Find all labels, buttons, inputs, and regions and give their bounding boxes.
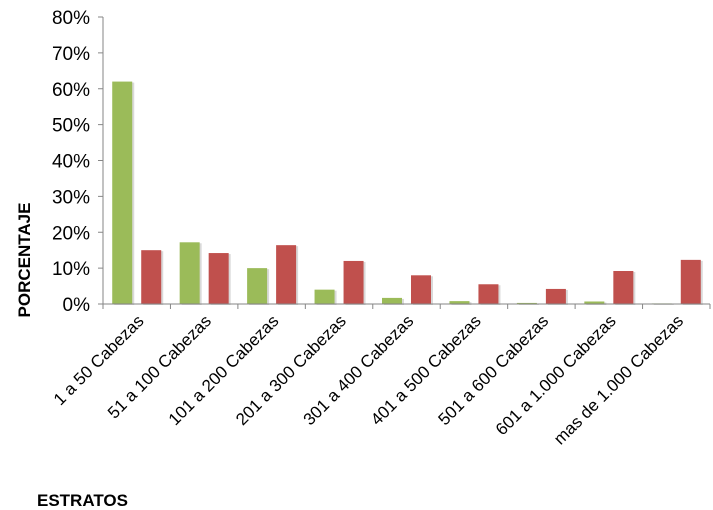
x-category-label: 101 a 200 Cabezas	[165, 311, 283, 429]
bars	[112, 81, 703, 305]
x-category-label: 301 a 400 Cabezas	[300, 311, 418, 429]
bar-series-2	[478, 284, 499, 304]
bar-series-1	[314, 289, 335, 304]
y-axis-title: PORCENTAJE	[15, 203, 34, 318]
bar-series-1	[112, 81, 133, 304]
bar-series-2	[680, 259, 701, 304]
y-tick-label: 40%	[52, 152, 90, 173]
y-tick-label: 70%	[52, 44, 90, 65]
y-axis-ticks: 0% 10% 20% 30% 40% 50% 60% 70% 80%	[52, 8, 103, 316]
x-category-label: 401 a 500 Cabezas	[367, 311, 485, 429]
y-tick-label: 50%	[52, 116, 90, 137]
bar-series-1	[247, 268, 268, 304]
x-category-label: 201 a 300 Cabezas	[232, 311, 350, 429]
bar-series-2	[545, 288, 566, 304]
x-category-label: mas de 1.000 Cabezas	[550, 311, 687, 448]
bar-series-1	[382, 297, 402, 304]
bar-series-2	[343, 260, 364, 304]
bar-series-2	[411, 275, 431, 304]
y-tick-label: 60%	[52, 80, 90, 101]
bar-series-2	[208, 253, 229, 304]
x-axis-ticks	[102, 304, 711, 309]
bar-series-2	[613, 270, 634, 304]
x-category-label: 501 a 600 Cabezas	[435, 311, 553, 429]
bar-series-2	[141, 250, 162, 304]
y-tick-label: 20%	[52, 223, 90, 244]
bar-shadow	[653, 304, 674, 305]
bar-series-1	[179, 242, 200, 304]
y-tick-label: 80%	[52, 8, 90, 29]
bar-series-1	[516, 302, 537, 304]
bar-series-1	[449, 301, 470, 304]
x-axis-title: ESTRATOS	[37, 491, 128, 510]
y-tick-label: 30%	[52, 187, 90, 208]
x-category-label: 601 a 1.000 Cabezas	[492, 311, 620, 439]
y-tick-label: 0%	[63, 295, 91, 316]
bar-series-2	[276, 245, 297, 304]
bar-series-1	[584, 301, 605, 304]
y-tick-label: 10%	[52, 259, 90, 280]
